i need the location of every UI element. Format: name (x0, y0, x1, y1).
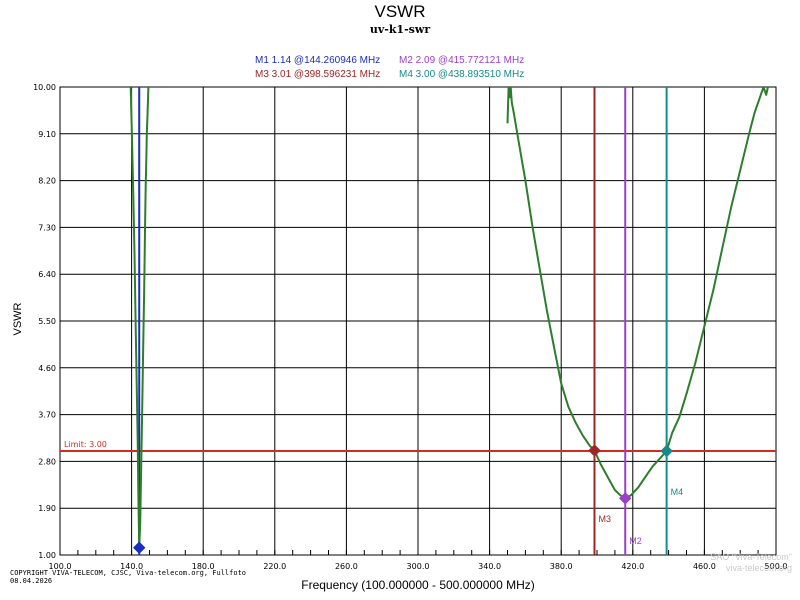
y-tick-label: 7.30 (38, 223, 56, 232)
marker-label-m2: M2 (629, 536, 642, 546)
marker-label-m3: M3 (598, 514, 611, 524)
vswr-trace-segment-1 (129, 87, 150, 549)
y-tick-label: 1.00 (38, 551, 56, 560)
marker-point-m4 (660, 444, 673, 458)
limit-label: Limit: 3.00 (64, 440, 107, 449)
x-tick-label: 260.0 (335, 562, 358, 571)
y-tick-label: 1.90 (38, 504, 56, 513)
y-tick-label: 6.40 (38, 270, 56, 279)
x-tick-label: 420.0 (621, 562, 644, 571)
x-tick-label: 340.0 (478, 562, 501, 571)
copyright-notice: COPYRIGHT VIVA-TELECOM, CJSC, Viva-telec… (10, 569, 247, 585)
x-tick-label: 100.0 (49, 562, 72, 571)
x-tick-label: 500.0 (765, 562, 788, 571)
watermark-text: SAO "Viva-Telecom" viva-telecom.org (710, 552, 792, 573)
marker-label-m4: M4 (671, 487, 684, 497)
x-tick-label: 300.0 (407, 562, 430, 571)
marker-readout-m3: M3 3.01 @398.596231 MHz (255, 69, 381, 80)
y-tick-label: 3.70 (38, 411, 56, 420)
x-axis-label: Frequency (100.000000 - 500.000000 MHz) (301, 578, 535, 592)
x-tick-label: 460.0 (693, 562, 716, 571)
marker-point-m3 (588, 444, 601, 457)
x-tick-label: 140.0 (120, 562, 143, 571)
y-tick-label: 10.00 (33, 83, 56, 92)
y-tick-label: 9.10 (38, 130, 56, 139)
marker-readout-m1: M1 1.14 @144.260946 MHz (255, 55, 381, 66)
x-tick-label: 380.0 (550, 562, 573, 571)
marker-readout-m2: M2 2.09 @415.772121 MHz (399, 55, 525, 66)
x-tick-label: 180.0 (192, 562, 215, 571)
y-axis-label: VSWR (12, 302, 24, 336)
y-tick-label: 2.80 (38, 457, 56, 466)
y-tick-label: 4.60 (38, 364, 56, 373)
chart-title: VSWR (374, 2, 426, 21)
x-tick-label: 220.0 (263, 562, 286, 571)
chart-subtitle: uv-k1-swr (369, 23, 431, 36)
marker-point-m2 (619, 492, 632, 505)
y-tick-label: 5.50 (38, 317, 56, 326)
y-tick-label: 8.20 (38, 177, 56, 186)
marker-readout-m4: M4 3.00 @438.893510 MHz (399, 69, 525, 80)
marker-point-m1 (133, 541, 146, 554)
